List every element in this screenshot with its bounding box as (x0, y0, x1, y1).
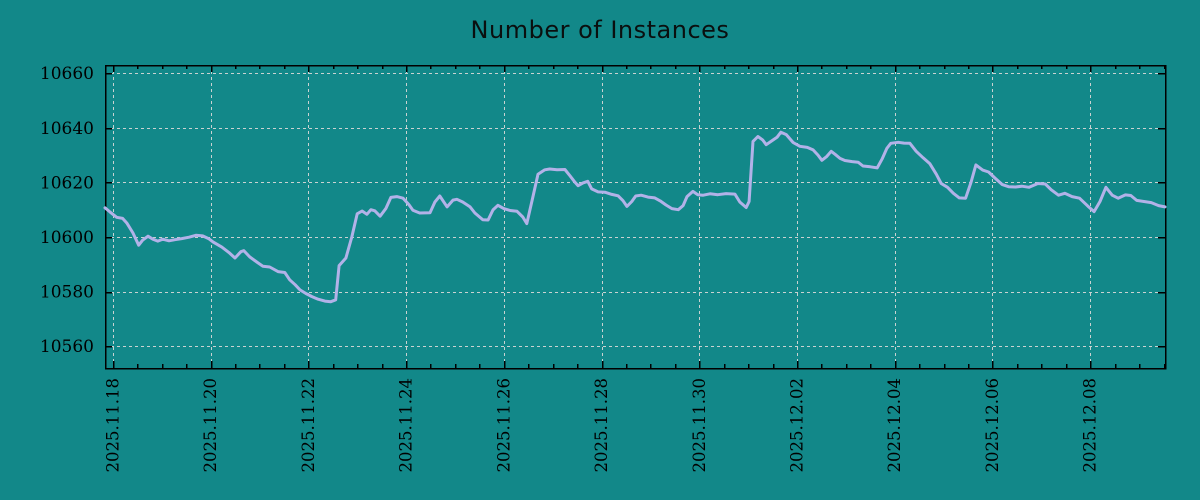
x-tick-label: 2025.11.18 (103, 378, 122, 472)
x-tick-label: 2025.11.22 (299, 378, 318, 472)
y-tick-label: 10640 (40, 119, 94, 139)
x-tick-label: 2025.11.24 (397, 378, 416, 472)
y-tick-label: 10620 (40, 173, 94, 193)
series-line-instances (103, 130, 1167, 304)
y-tick-label: 10600 (40, 228, 94, 248)
x-tick-label: 2025.11.28 (592, 378, 611, 472)
x-tick-label: 2025.11.26 (494, 378, 513, 472)
x-tick-label: 2025.12.08 (1081, 378, 1100, 472)
x-tick-label: 2025.12.02 (788, 378, 807, 472)
chart-title: Number of Instances (470, 16, 730, 44)
x-tick-label: 2025.11.20 (201, 378, 220, 472)
plot-border (104, 64, 1167, 370)
x-tick-label: 2025.12.04 (885, 378, 904, 472)
x-tick-label: 2025.11.30 (690, 378, 709, 472)
y-tick-label: 10660 (40, 64, 94, 84)
y-tick-label: 10560 (40, 337, 94, 357)
x-tick-label: 2025.12.06 (983, 378, 1002, 472)
y-tick-label: 10580 (40, 283, 94, 303)
